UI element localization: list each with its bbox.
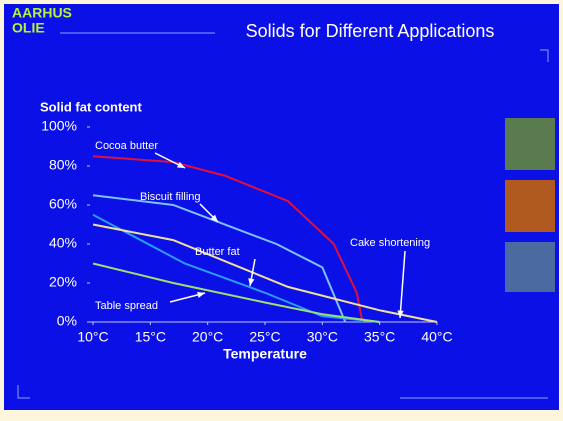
logo-line: OLIE: [12, 20, 45, 36]
y-tick-label: 20%: [49, 274, 77, 290]
x-tick-label: 10°C: [77, 329, 108, 345]
series-label: Butter fat: [195, 246, 240, 258]
x-tick-label: 40°C: [421, 329, 452, 345]
y-tick-label: 100%: [41, 118, 77, 134]
y-tick-label: 40%: [49, 235, 77, 251]
series-label: Table spread: [95, 300, 158, 312]
chart-title: Solids for Different Applications: [246, 21, 495, 41]
slide: AARHUS OLIE Solids for Different Applica…: [0, 0, 563, 421]
y-axis-title: Solid fat content: [40, 99, 143, 114]
photo: [505, 180, 555, 232]
y-tick-label: 60%: [49, 196, 77, 212]
logo-line: AARHUS: [12, 5, 72, 21]
y-tick-label: 0%: [57, 313, 77, 329]
photo: [505, 242, 555, 292]
x-tick-label: 15°C: [135, 329, 166, 345]
series-label: Cake shortening: [350, 237, 430, 249]
photo: [505, 118, 555, 170]
x-tick-label: 30°C: [307, 329, 338, 345]
series-label: Biscuit filling: [140, 191, 201, 203]
series-label: Cocoa butter: [95, 140, 158, 152]
x-tick-label: 25°C: [249, 329, 280, 345]
x-tick-label: 35°C: [364, 329, 395, 345]
x-axis-title: Temperature: [223, 346, 307, 362]
x-tick-label: 20°C: [192, 329, 223, 345]
y-tick-label: 80%: [49, 157, 77, 173]
